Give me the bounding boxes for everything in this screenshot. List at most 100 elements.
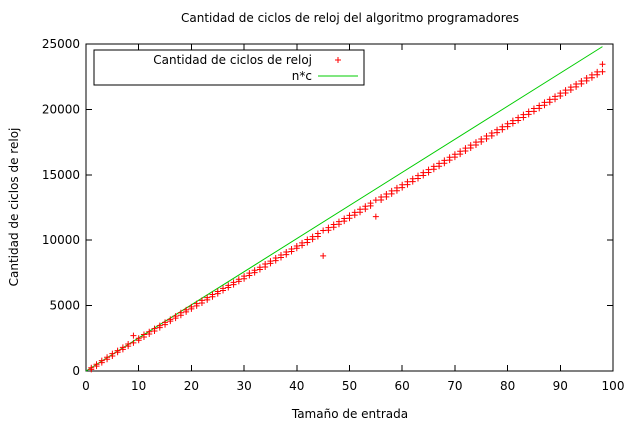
series-line-nc (85, 46, 603, 372)
scatter-point (441, 157, 448, 164)
x-tick-label: 30 (236, 379, 251, 393)
scatter-point (330, 221, 337, 228)
y-tick-label: 5000 (49, 299, 80, 313)
scatter-point (536, 102, 543, 109)
scatter-point (457, 148, 464, 155)
scatter-point (425, 166, 432, 173)
scatter-point (225, 282, 232, 289)
scatter-point (378, 194, 385, 201)
scatter-point (415, 172, 422, 179)
scatter-point (130, 339, 137, 346)
scatter-point (251, 267, 258, 274)
scatter-point (88, 364, 95, 371)
scatter-point (420, 169, 427, 176)
scatter-point (299, 239, 306, 246)
scatter-point (509, 117, 516, 124)
scatter-point (135, 335, 142, 342)
scatter-point (588, 71, 595, 78)
scatter-point (578, 78, 585, 85)
y-axis-ticks: 0 5000 10000 15000 20000 25000 (42, 37, 613, 378)
scatter-point (462, 145, 469, 152)
scatter-point (599, 61, 606, 68)
scatter-point (288, 245, 295, 252)
scatter-point (346, 212, 353, 219)
scatter-point (399, 181, 406, 188)
x-axis-ticks: 0 10 20 30 40 50 60 70 80 90 100 (82, 44, 624, 393)
scatter-point (204, 294, 211, 301)
scatter-point (325, 224, 332, 231)
scatter-point (351, 209, 358, 216)
scatter-point (472, 139, 479, 146)
scatter-point (220, 285, 227, 292)
scatter-point (478, 135, 485, 142)
scatter-point (562, 87, 569, 94)
y-tick-label: 10000 (42, 233, 80, 247)
scatter-point (404, 178, 411, 185)
scatter-point (573, 81, 580, 88)
scatter-point (272, 254, 279, 261)
x-tick-label: 50 (342, 379, 357, 393)
scatter-point (552, 93, 559, 100)
scatter-point (125, 341, 132, 348)
x-tick-label: 90 (553, 379, 568, 393)
y-axis-label: Cantidad de ciclos de reloj (7, 128, 21, 287)
scatter-point (494, 126, 501, 133)
x-tick-label: 100 (602, 379, 625, 393)
chart-title: Cantidad de ciclos de reloj del algoritm… (181, 11, 519, 25)
scatter-point (320, 252, 327, 259)
scatter-point (383, 191, 390, 198)
scatter-point (140, 331, 147, 338)
x-tick-label: 40 (289, 379, 304, 393)
scatter-point (530, 105, 537, 112)
scatter-point (467, 142, 474, 149)
scatter-point (119, 344, 126, 351)
y-tick-label: 25000 (42, 37, 80, 51)
scatter-point (235, 276, 242, 283)
y-tick-label: 15000 (42, 168, 80, 182)
y-tick-label: 20000 (42, 102, 80, 116)
x-tick-label: 20 (184, 379, 199, 393)
scatter-point (583, 75, 590, 82)
scatter-point (504, 120, 511, 127)
scatter-point (130, 332, 137, 339)
scatter-point (256, 264, 263, 271)
legend-label-nc: n*c (292, 69, 312, 83)
scatter-point (98, 357, 105, 364)
scatter-point (372, 197, 379, 204)
scatter-point (520, 111, 527, 118)
scatter-point (541, 99, 548, 106)
legend-label-measured: Cantidad de ciclos de reloj (153, 53, 312, 67)
scatter-point (162, 319, 169, 326)
scatter-point (314, 230, 321, 237)
series-layer (85, 46, 606, 373)
scatter-point (451, 151, 458, 158)
x-tick-label: 70 (447, 379, 462, 393)
scatter-point (515, 114, 522, 121)
scatter-point (546, 96, 553, 103)
legend: Cantidad de ciclos de reloj n*c (93, 49, 365, 86)
scatter-point (193, 300, 200, 307)
scatter-point (388, 187, 395, 194)
scatter-point (241, 273, 248, 280)
scatter-point (114, 347, 121, 354)
scatter-point (357, 206, 364, 213)
scatter-point (393, 184, 400, 191)
scatter-point (246, 270, 253, 277)
legend-marker-measured (335, 57, 341, 63)
scatter-point (430, 163, 437, 170)
scatter-point (304, 236, 311, 243)
scatter-point (214, 288, 221, 295)
scatter-point (177, 309, 184, 316)
scatter-point (230, 279, 237, 286)
scatter-point (594, 68, 601, 75)
x-tick-label: 10 (131, 379, 146, 393)
x-tick-label: 60 (395, 379, 410, 393)
scatter-point (188, 303, 195, 310)
scatter-point (436, 160, 443, 167)
scatter-point (446, 154, 453, 161)
scatter-point (335, 218, 342, 225)
scatter-point (146, 328, 153, 335)
x-tick-label: 0 (82, 379, 90, 393)
scatter-point (309, 233, 316, 240)
